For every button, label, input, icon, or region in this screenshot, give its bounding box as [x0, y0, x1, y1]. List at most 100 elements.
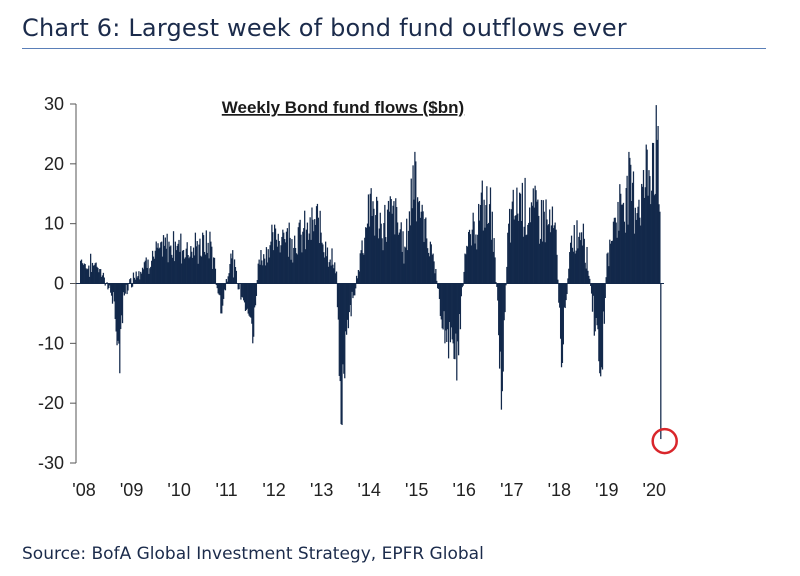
flow-bar [592, 283, 595, 296]
flow-bar [312, 219, 314, 284]
flow-bar [225, 279, 227, 284]
flow-bar [181, 263, 183, 284]
flow-bar [371, 215, 373, 284]
flow-bar [646, 149, 648, 284]
flow-bar [173, 261, 176, 284]
flow-bar [446, 283, 448, 342]
flow-bar [163, 245, 166, 284]
flow-bar [590, 283, 592, 286]
flow-bar [574, 253, 576, 284]
flow-bar [122, 283, 125, 293]
flow-bar [308, 233, 310, 284]
title-divider [22, 48, 766, 49]
x-tick-label: '08 [72, 480, 95, 500]
flow-bar [254, 283, 257, 306]
flow-bar [487, 223, 489, 284]
flow-bar [211, 246, 213, 284]
flow-bar [99, 269, 101, 284]
flow-bar [337, 283, 340, 320]
flow-bar [150, 266, 152, 284]
flow-bar [451, 283, 453, 340]
flow-bar [295, 253, 298, 284]
flow-bar [274, 228, 277, 284]
flow-bar [595, 283, 597, 318]
flow-bar [608, 266, 610, 284]
flow-bar [88, 265, 90, 284]
flow-bar [231, 258, 233, 284]
flow-bar [457, 283, 459, 342]
flow-bar [413, 199, 415, 284]
flow-bar [249, 283, 251, 317]
flow-bar [100, 269, 102, 284]
flow-bar [499, 283, 502, 352]
flow-bar [434, 273, 436, 284]
flow-bar [100, 276, 103, 284]
flow-bar [235, 270, 238, 284]
flow-bar [340, 283, 342, 425]
flow-bar [512, 189, 514, 284]
flow-bar [456, 283, 458, 381]
flow-bar [517, 213, 519, 284]
flow-bar [417, 202, 420, 284]
flow-bar [313, 231, 315, 284]
flow-bar [131, 283, 133, 288]
flow-bar [610, 243, 612, 284]
flow-bar [542, 200, 544, 284]
flow-bar [119, 283, 121, 374]
flow-bar [589, 278, 591, 284]
flow-bar [175, 250, 177, 284]
flow-bar [650, 204, 652, 284]
flow-bar [656, 139, 658, 284]
flow-bar [452, 283, 454, 344]
flow-bar [383, 223, 385, 284]
flow-bar [276, 246, 278, 284]
flow-bar [127, 283, 129, 291]
flow-bar [447, 283, 449, 330]
flow-bar [143, 262, 146, 284]
flow-bar [131, 283, 134, 287]
flow-bar [115, 283, 117, 332]
flow-bar [551, 206, 554, 284]
flow-bar [116, 283, 118, 346]
flow-bar [581, 245, 584, 284]
flow-bar [505, 283, 507, 286]
flow-bar [573, 225, 575, 284]
flow-bar [423, 241, 425, 284]
flow-bar [439, 283, 442, 316]
flow-bar [85, 268, 87, 284]
flow-bar [230, 253, 232, 284]
flow-bar [290, 259, 292, 284]
flow-bar [471, 229, 473, 284]
flow-bar [465, 254, 467, 284]
flow-bar [572, 251, 574, 284]
flow-bar [334, 262, 336, 284]
flow-bar [461, 283, 463, 288]
flow-bar [269, 245, 271, 284]
flow-bar [480, 192, 483, 284]
flow-bar [157, 243, 159, 284]
flow-bar [151, 260, 153, 284]
flow-bar [158, 248, 160, 284]
flow-bar [94, 263, 96, 284]
flow-bar [482, 230, 484, 284]
flow-bar [191, 251, 193, 284]
flow-bar [260, 250, 262, 284]
flow-bar [285, 231, 288, 284]
flow-bar [123, 283, 125, 296]
flow-bar [562, 283, 564, 345]
flow-bar [245, 283, 248, 310]
flow-bar [473, 221, 475, 284]
flow-bar [618, 230, 620, 284]
flow-bar [129, 279, 131, 284]
flow-bar [424, 218, 426, 284]
flow-bar [655, 105, 657, 284]
flow-bar [324, 257, 326, 284]
flow-bar [144, 260, 146, 284]
flow-bar [168, 241, 170, 284]
flow-bar [506, 266, 508, 284]
flow-bar [580, 240, 582, 284]
flow-bar [283, 232, 285, 284]
flow-bar [98, 272, 100, 284]
flow-bar [405, 247, 407, 284]
